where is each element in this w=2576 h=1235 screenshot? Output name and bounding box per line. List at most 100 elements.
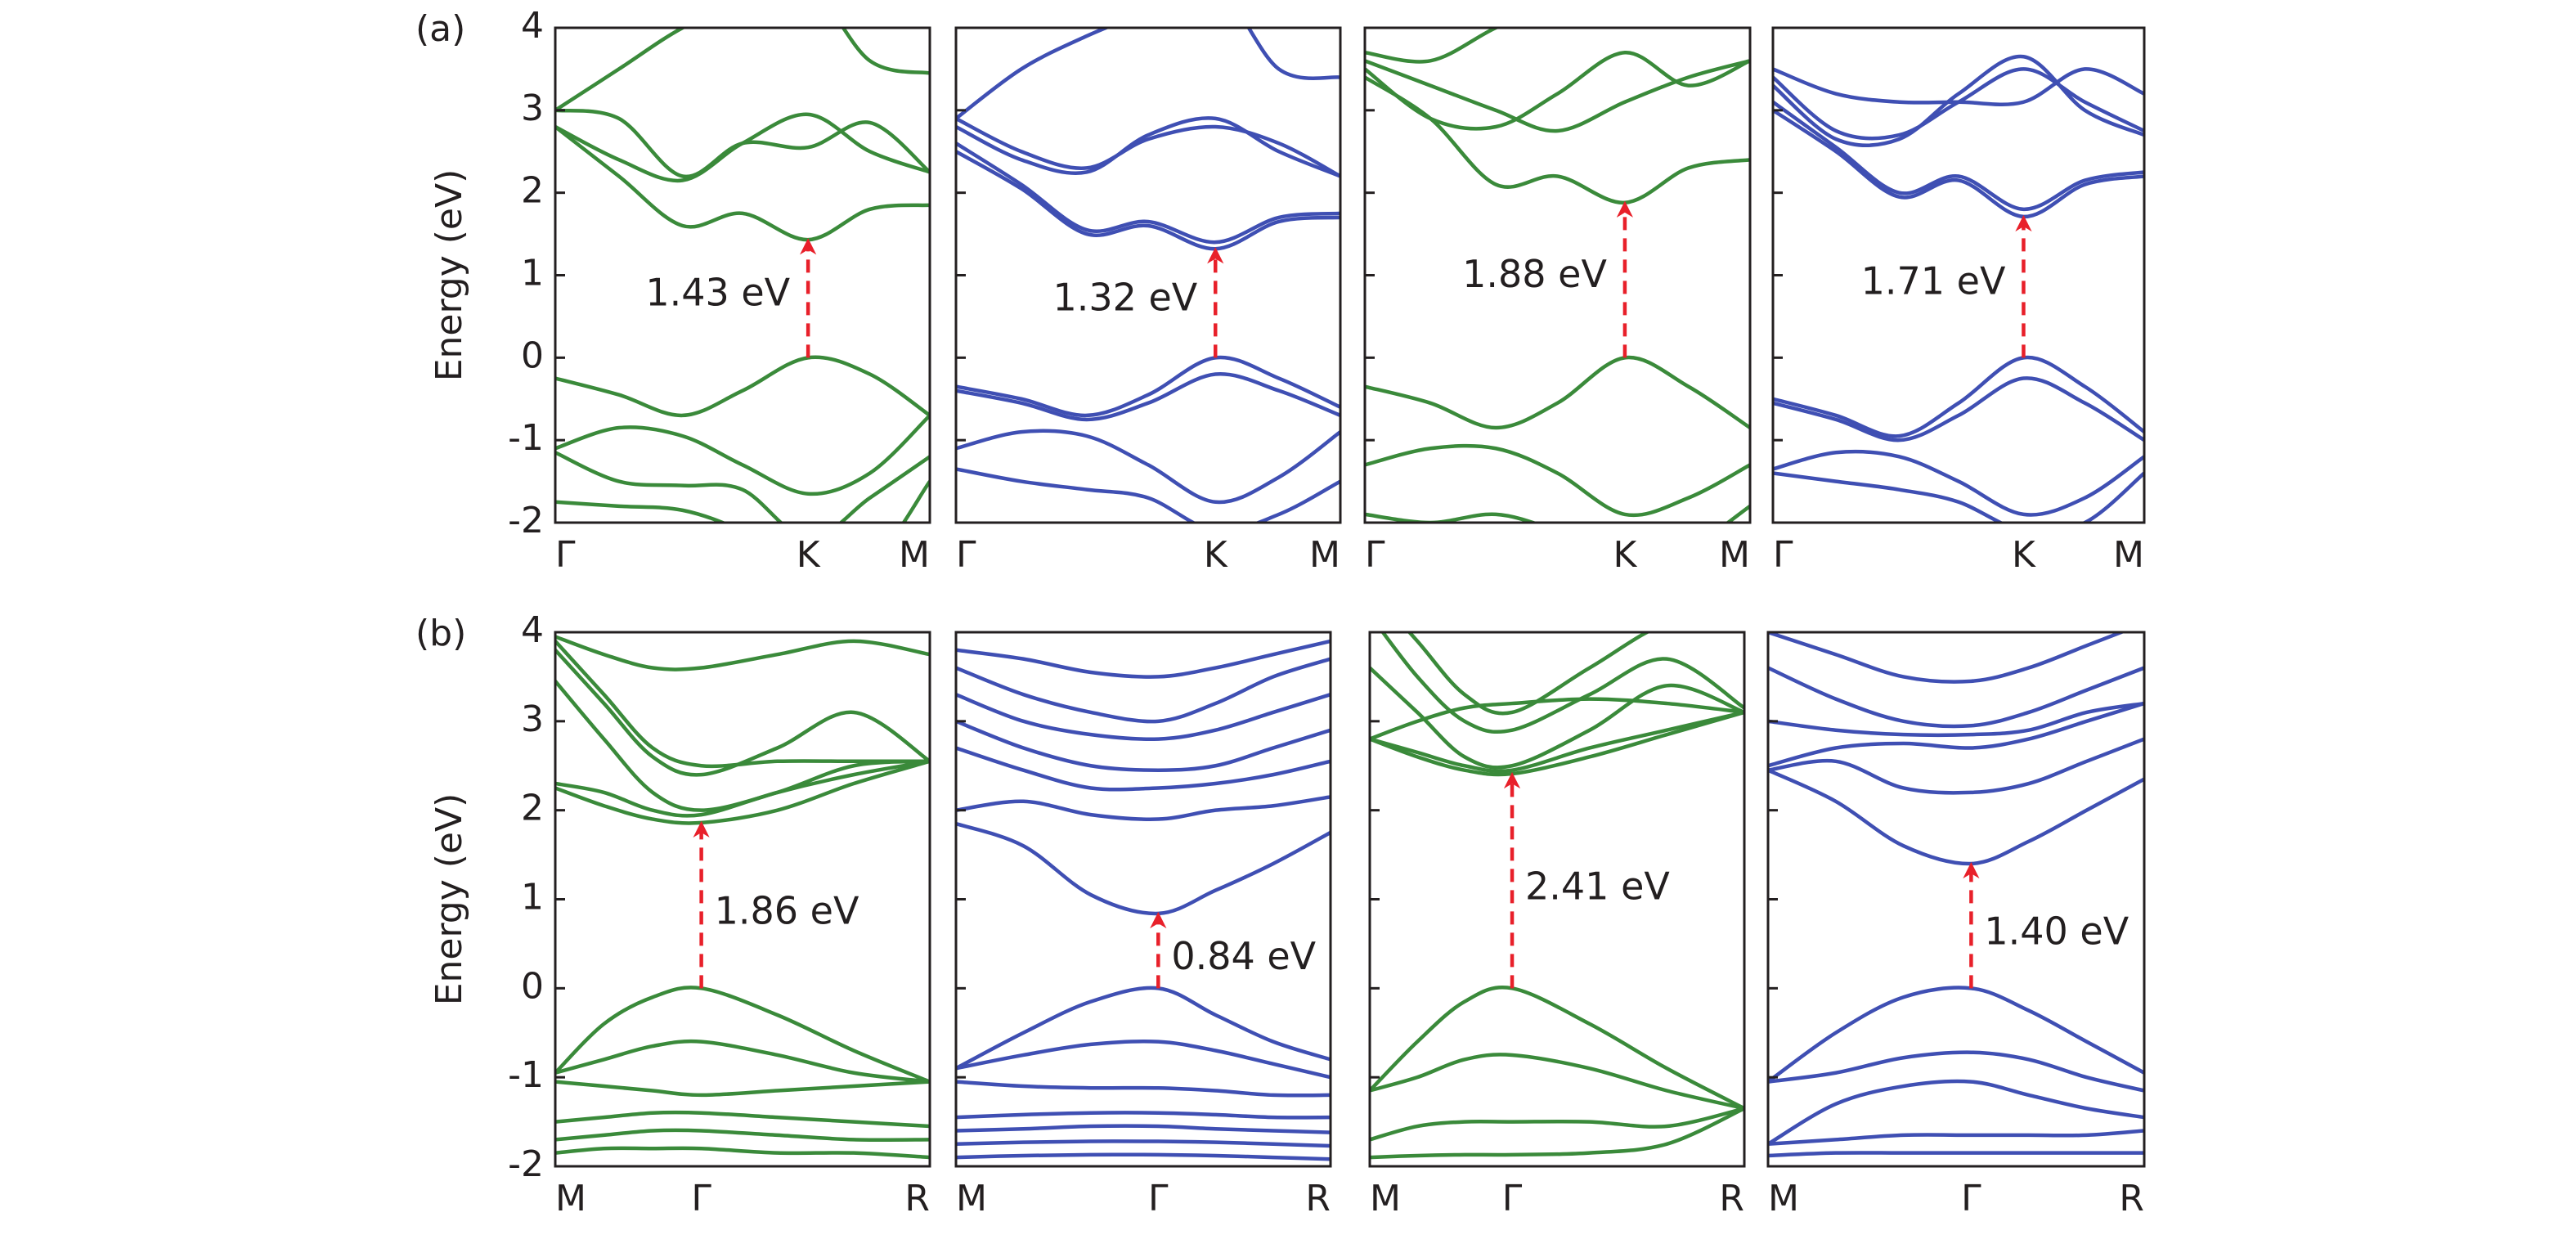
panel: Γ K M 1.32 eV — [954, 26, 1342, 576]
y-tick-label: -1 — [508, 1054, 544, 1096]
gap-label: 1.86 eV — [715, 889, 859, 933]
band-line — [956, 657, 1331, 724]
band-line — [555, 451, 930, 523]
band-line — [555, 986, 930, 1084]
band-line — [1773, 108, 2144, 219]
band-line — [1768, 986, 2144, 1084]
band-line — [555, 640, 930, 769]
band-line — [1370, 697, 1744, 741]
y-tick-label: 4 — [521, 609, 544, 651]
band-line — [1365, 75, 1750, 205]
band-line — [1768, 701, 2144, 768]
band-line — [1370, 710, 1744, 777]
band-line — [956, 28, 1340, 120]
band-line — [956, 746, 1331, 792]
band-line — [956, 795, 1331, 821]
band-line — [956, 116, 1340, 178]
y-tick-label: 1 — [521, 253, 544, 294]
panel: M Γ R 1.40 eV — [1766, 631, 2146, 1219]
x-tick-label: R — [1305, 1178, 1331, 1219]
band-line — [956, 355, 1340, 418]
x-tick-label: M — [1719, 534, 1750, 576]
x-tick-label: K — [1613, 534, 1637, 576]
gap-label: 1.40 eV — [1984, 909, 2129, 954]
x-tick-label: R — [904, 1178, 930, 1219]
band-line — [1768, 768, 2144, 866]
x-tick-label: Γ — [1502, 1178, 1523, 1219]
band-line — [1365, 504, 1750, 523]
band-line — [555, 1146, 930, 1160]
band-line — [1370, 710, 1744, 774]
band-line — [1768, 632, 2127, 684]
band-line — [555, 1080, 930, 1098]
band-line — [1370, 1107, 1744, 1160]
band-line — [1768, 1079, 2144, 1146]
band-line — [956, 821, 1331, 916]
band-line — [956, 371, 1340, 422]
band-line — [555, 635, 930, 671]
x-tick-label: M — [1370, 1178, 1401, 1219]
panel-label: (b) — [415, 613, 466, 654]
x-tick-label: K — [1204, 534, 1228, 576]
y-tick-label: -2 — [508, 500, 544, 541]
band-line — [555, 480, 930, 523]
band-line — [1768, 666, 2144, 729]
gap-label: 1.43 eV — [645, 271, 790, 315]
band-line — [1773, 376, 2144, 442]
band-line — [1773, 355, 2144, 438]
band-line — [1365, 355, 1750, 430]
panel: -2 -1 0 1 2 3 4 M Γ R 1.86 eV Energy (eV) (b) — [415, 609, 931, 1219]
x-tick-label: K — [797, 534, 821, 576]
y-tick-label: -2 — [508, 1143, 544, 1185]
band-line — [555, 355, 930, 418]
band-line — [1370, 666, 1744, 770]
band-line — [555, 125, 930, 242]
band-line — [956, 1111, 1331, 1120]
gap-label: 1.88 eV — [1462, 252, 1607, 296]
panel: Γ K M 1.71 eV — [1771, 26, 2146, 576]
panel: M Γ R 0.84 eV — [954, 631, 1332, 1219]
band-line — [1773, 449, 2144, 517]
band-line — [956, 141, 1340, 245]
x-tick-label: R — [1719, 1178, 1744, 1219]
band-line — [555, 1110, 930, 1129]
bands — [956, 639, 1331, 1161]
band-line — [1768, 1151, 2144, 1158]
bands — [1768, 632, 2144, 1158]
y-tick-label: -1 — [508, 417, 544, 459]
band-line — [555, 649, 930, 777]
x-tick-label: M — [956, 1178, 987, 1219]
band-line — [1370, 986, 1744, 1111]
y-axis-label: Energy (eV) — [429, 169, 470, 382]
band-line — [956, 986, 1331, 1071]
bands — [555, 28, 930, 523]
panel: M Γ R 2.41 eV — [1368, 631, 1746, 1219]
band-line — [1773, 55, 2144, 147]
band-line — [956, 1124, 1331, 1134]
panel: -2 -1 0 1 2 3 4 Γ K M 1.43 eV Energy (eV) (a) — [415, 5, 931, 576]
gap-label: 0.84 eV — [1171, 934, 1316, 978]
band-line — [555, 108, 930, 179]
x-tick-label: Γ — [956, 534, 976, 576]
x-tick-label: K — [2012, 534, 2036, 576]
y-tick-label: 3 — [521, 88, 544, 129]
x-tick-label: Γ — [1148, 1178, 1169, 1219]
band-line — [1365, 59, 1750, 133]
y-axis-label: Energy (eV) — [429, 793, 470, 1006]
plot-frame — [1766, 631, 2146, 1168]
band-line — [956, 693, 1331, 742]
x-tick-label: M — [1309, 534, 1340, 576]
band-line — [1365, 28, 1501, 64]
x-tick-label: M — [555, 1178, 586, 1219]
band-line — [956, 1139, 1331, 1148]
bands — [1773, 55, 2144, 523]
band-line — [1370, 1107, 1744, 1142]
y-tick-label: 0 — [521, 335, 544, 376]
plot-frame — [1368, 631, 1746, 1168]
band-line — [956, 719, 1331, 772]
band-line — [1768, 1050, 2144, 1093]
band-line — [1365, 443, 1750, 518]
bands — [555, 635, 930, 1160]
x-tick-label: M — [1768, 1178, 1799, 1219]
